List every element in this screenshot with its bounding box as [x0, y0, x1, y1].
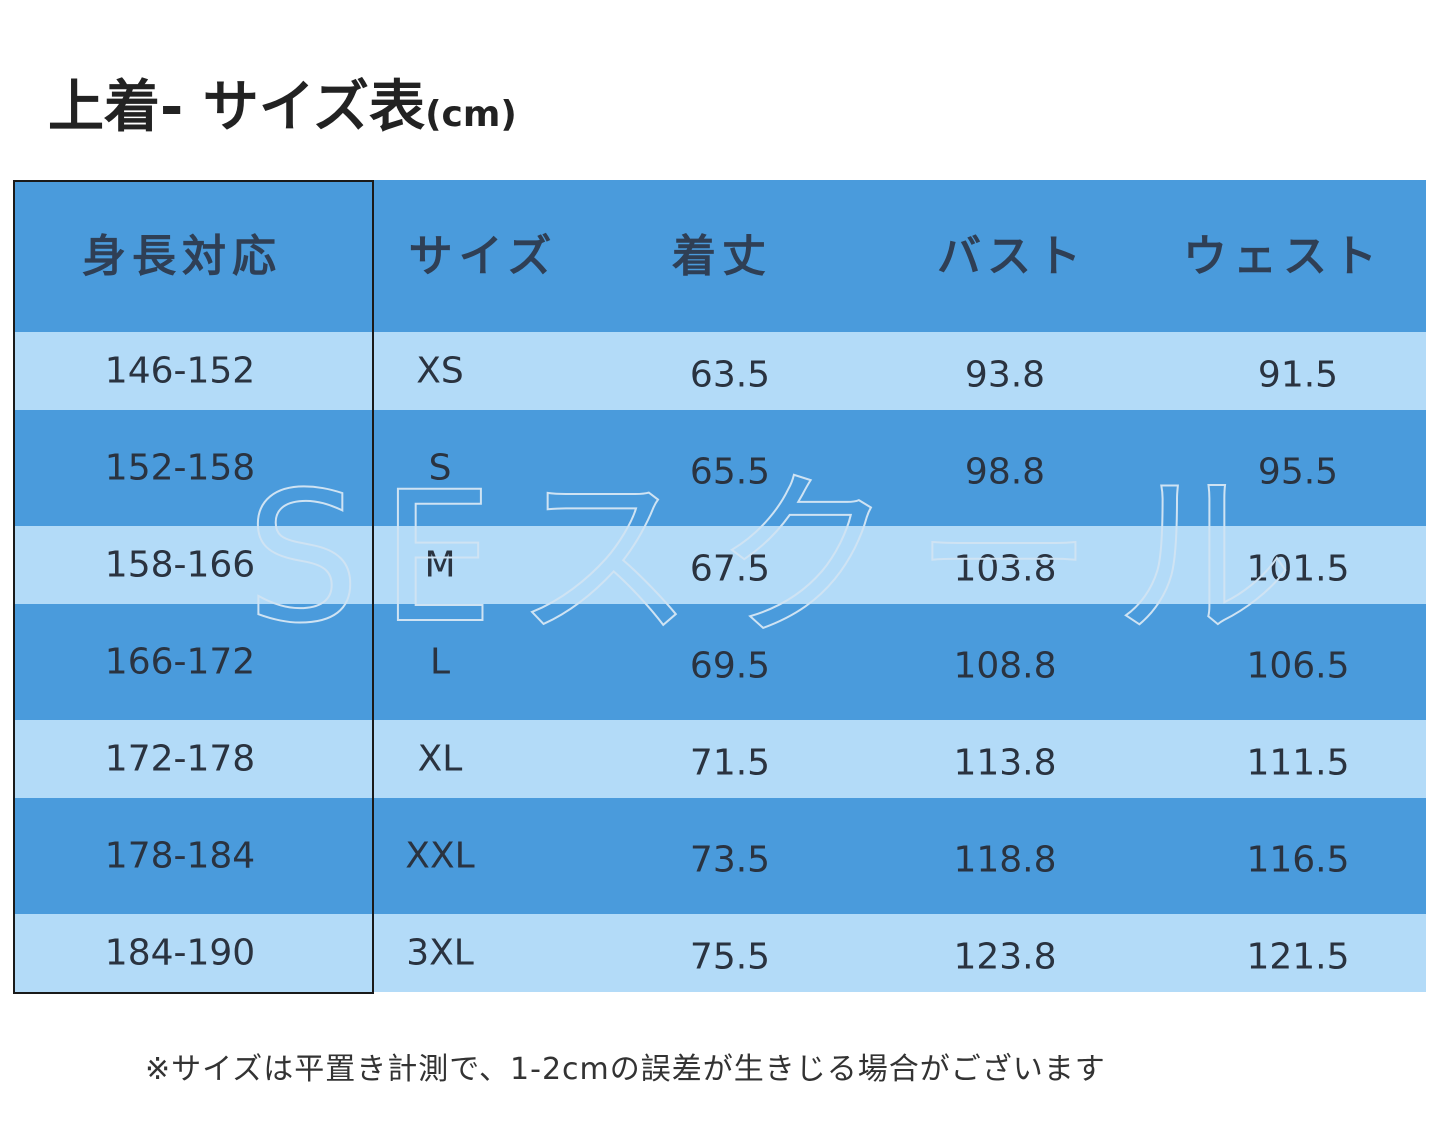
- row-band: [13, 604, 1426, 720]
- column-header: ウェスト: [1183, 231, 1383, 282]
- table-cell: 116.5: [1246, 839, 1350, 881]
- table-cell: XXL: [405, 835, 475, 877]
- table-cell: 75.5: [689, 936, 771, 978]
- table-cell: 106.5: [1246, 645, 1350, 687]
- table-cell: 121.5: [1246, 936, 1350, 978]
- table-cell: 118.8: [953, 839, 1057, 881]
- table-cell: 95.5: [1257, 451, 1339, 493]
- table-cell: 178-184: [104, 835, 256, 877]
- table-cell: 113.8: [953, 742, 1057, 784]
- table-cell: 73.5: [689, 839, 771, 881]
- table-cell: M: [424, 544, 456, 586]
- table-cell: 111.5: [1246, 742, 1350, 784]
- table-cell: 103.8: [953, 548, 1057, 590]
- table-cell: XL: [417, 738, 463, 780]
- table-cell: 152-158: [104, 447, 256, 489]
- watermark: SEスクール: [246, 454, 1314, 663]
- column-header: サイズ: [408, 231, 558, 282]
- title: 上着- サイズ表(cm): [48, 62, 517, 143]
- table-cell: 91.5: [1257, 354, 1339, 396]
- table-cell: 101.5: [1246, 548, 1350, 590]
- column-header: バスト: [937, 231, 1087, 282]
- table-cell: S: [428, 447, 452, 489]
- column-header: 着丈: [672, 231, 772, 282]
- table-cell: 3XL: [406, 932, 474, 974]
- table-cell: 146-152: [104, 350, 256, 392]
- row-band: [13, 526, 1426, 604]
- table-cell: XS: [416, 350, 464, 392]
- table-cell: 65.5: [689, 451, 771, 493]
- row-band: [13, 332, 1426, 410]
- header-band: [13, 180, 1426, 332]
- table-cell: 166-172: [104, 641, 256, 683]
- title-unit: (cm): [425, 94, 517, 135]
- row-band: [13, 798, 1426, 914]
- row-band: [13, 410, 1426, 526]
- row-band: [13, 720, 1426, 798]
- title-text: 上着- サイズ表: [48, 75, 426, 140]
- column-header: 身長対応: [82, 231, 282, 282]
- table-cell: 93.8: [964, 354, 1046, 396]
- table-cell: 172-178: [104, 738, 256, 780]
- table-cell: 63.5: [689, 354, 771, 396]
- table-cell: 67.5: [689, 548, 771, 590]
- table-cell: L: [429, 641, 451, 683]
- height-column-border: [13, 180, 374, 994]
- table-cell: 158-166: [104, 544, 256, 586]
- table-cell: 184-190: [104, 932, 256, 974]
- table-cell: 108.8: [953, 645, 1057, 687]
- row-band: [13, 914, 1426, 992]
- table-cell: 98.8: [964, 451, 1046, 493]
- footnote: ※サイズは平置き計測で、1-2cmの誤差が生きじる場合がございます: [145, 1052, 1106, 1087]
- table-cell: 69.5: [689, 645, 771, 687]
- table-cell: 123.8: [953, 936, 1057, 978]
- table-cell: 71.5: [689, 742, 771, 784]
